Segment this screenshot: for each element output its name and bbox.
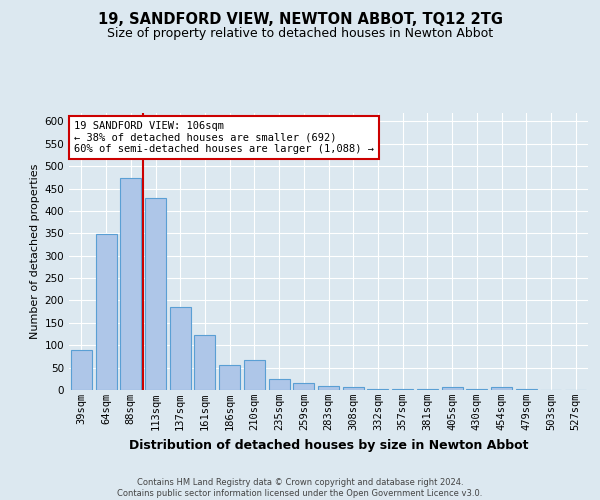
- Bar: [170, 307, 191, 390]
- Bar: [219, 366, 240, 390]
- Bar: [145, 198, 166, 390]
- Bar: [417, 388, 438, 390]
- Bar: [293, 384, 314, 390]
- Bar: [244, 360, 265, 390]
- Text: 19, SANDFORD VIEW, NEWTON ABBOT, TQ12 2TG: 19, SANDFORD VIEW, NEWTON ABBOT, TQ12 2T…: [97, 12, 503, 28]
- Bar: [516, 388, 537, 390]
- Bar: [269, 379, 290, 390]
- Bar: [367, 388, 388, 390]
- Text: Contains HM Land Registry data © Crown copyright and database right 2024.
Contai: Contains HM Land Registry data © Crown c…: [118, 478, 482, 498]
- Y-axis label: Number of detached properties: Number of detached properties: [30, 164, 40, 339]
- Bar: [95, 234, 116, 390]
- Bar: [318, 386, 339, 390]
- Bar: [442, 387, 463, 390]
- Text: 19 SANDFORD VIEW: 106sqm
← 38% of detached houses are smaller (692)
60% of semi-: 19 SANDFORD VIEW: 106sqm ← 38% of detach…: [74, 121, 374, 154]
- Bar: [491, 387, 512, 390]
- Bar: [120, 178, 141, 390]
- Bar: [343, 388, 364, 390]
- Text: Size of property relative to detached houses in Newton Abbot: Size of property relative to detached ho…: [107, 28, 493, 40]
- X-axis label: Distribution of detached houses by size in Newton Abbot: Distribution of detached houses by size …: [129, 438, 528, 452]
- Bar: [194, 336, 215, 390]
- Bar: [466, 388, 487, 390]
- Bar: [392, 388, 413, 390]
- Bar: [71, 350, 92, 390]
